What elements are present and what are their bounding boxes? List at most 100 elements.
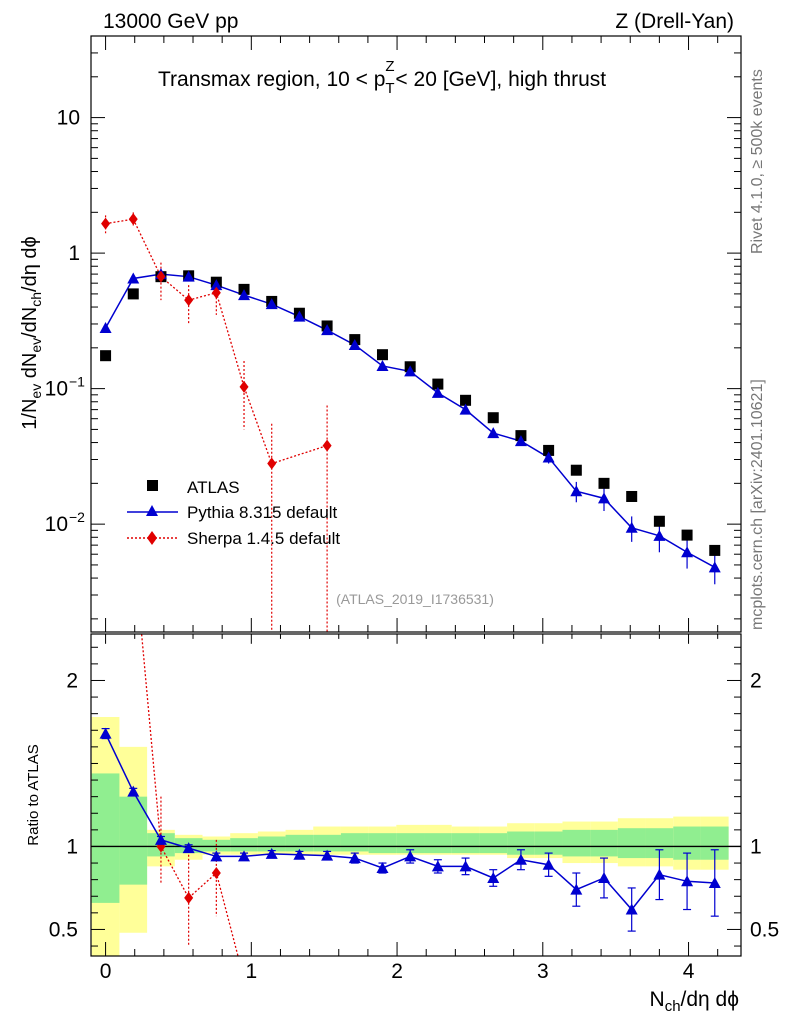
title-sub: T: [385, 80, 394, 97]
y-axis-label-main: 1/Nev dNev/dNch/dη dϕ: [19, 236, 44, 429]
y-tick-label-ratio-right: 0.5: [750, 918, 779, 941]
ylabel-part: /dη dϕ: [19, 236, 41, 292]
sherpa-point: [184, 294, 194, 307]
pythia-ratio-point: [154, 833, 167, 845]
pythia-point: [404, 365, 417, 377]
pythia-point: [487, 427, 500, 439]
pythia-point: [681, 546, 694, 558]
band-inner-bin: [451, 833, 480, 854]
y-tick-label-main: 10: [57, 107, 80, 130]
y-tick-label-ratio: 1: [66, 835, 78, 858]
pythia-point: [293, 310, 306, 322]
band-inner-bin: [230, 838, 258, 852]
x-tick-label: 1: [245, 960, 257, 983]
pythia-point: [431, 386, 444, 398]
pythia-line: [104, 273, 716, 569]
legend-atlas-marker: [147, 480, 158, 491]
pythia-point: [265, 298, 278, 310]
atlas-point: [487, 412, 499, 424]
y-tick-label-ratio-right: 1: [750, 835, 762, 858]
atlas-point: [570, 464, 582, 476]
ylabel-sub: ev: [28, 384, 44, 399]
band-inner-bin: [562, 829, 591, 857]
ratio-plot-layer: [91, 634, 741, 956]
atlas-point: [543, 444, 555, 456]
y-tick-label-ratio-right: 2: [750, 669, 762, 692]
legend-pythia-marker: [146, 505, 158, 516]
pythia-ratio-point: [459, 860, 472, 872]
svg-text:Transmax region, 10 < p: Transmax region, 10 < p: [158, 68, 385, 91]
pythia-ratio-point: [321, 849, 334, 861]
band-inner-bin: [119, 796, 148, 885]
pythia-ratio-point: [625, 903, 638, 915]
xlabel-sub: ch: [665, 998, 681, 1015]
pythia-point: [570, 485, 583, 497]
pythia-ratio-point: [210, 850, 223, 862]
title-post: < 20 [GeV], high thrust: [395, 68, 606, 91]
legend-sherpa-marker: [147, 531, 157, 545]
atlas-point: [681, 529, 693, 541]
sherpa-point: [322, 439, 332, 452]
pythia-point: [542, 451, 555, 463]
sherpa-point: [239, 380, 249, 393]
atlas-point: [653, 515, 665, 527]
band-inner-bin: [617, 828, 646, 859]
ratio-uncertainty-bands: [91, 716, 729, 956]
x-tick-label: 4: [683, 960, 695, 983]
y-tick-label-main: 10: [45, 378, 68, 401]
ylabel-sub: ch: [28, 292, 44, 307]
y-tick-label-ratio: 0.5: [49, 918, 78, 941]
pythia-ratio-point: [487, 871, 500, 883]
pythia-ratio-point: [265, 847, 278, 859]
band-inner-bin: [424, 833, 452, 854]
pythia-ratio-point: [431, 860, 444, 872]
pythia-point: [708, 561, 721, 573]
pythia-point: [376, 359, 389, 371]
pythia-ratio-point: [708, 876, 721, 888]
x-tick-label: 2: [391, 960, 403, 983]
sherpa-point: [267, 457, 277, 470]
band-inner-bin: [590, 829, 618, 857]
xlabel-part: /dη dϕ: [681, 988, 739, 1011]
pythia-point: [514, 435, 527, 447]
header-left: 13000 GeV pp: [103, 10, 238, 33]
title-sup: Z: [385, 58, 394, 75]
atlas-point: [432, 378, 444, 390]
y-tick-label-exp: −1: [69, 374, 85, 390]
pythia-point: [127, 272, 140, 284]
pythia-ratio-point: [681, 875, 694, 887]
side-label-mcplots: mcplots.cern.ch [arXiv:2401.10621]: [749, 379, 766, 630]
band-inner-bin: [479, 833, 508, 854]
x-tick-label: 0: [100, 960, 112, 983]
title-pre: Transmax region, 10 < p: [158, 68, 385, 91]
sherpa-ratio-point: [184, 891, 194, 904]
legend-sherpa-label: Sherpa 1.4.5 default: [187, 529, 340, 548]
x-axis-label: Nch/dη dϕ: [650, 988, 739, 1015]
atlas-point: [460, 394, 472, 406]
plot-title: Transmax region, 10 < p Z T < 20 [GeV], …: [158, 58, 606, 97]
sherpa-line: [105, 218, 328, 465]
pythia-ratio-point: [182, 842, 195, 854]
pythia-point: [459, 403, 472, 415]
band-inner-bin: [507, 831, 535, 855]
pythia-point: [238, 289, 251, 301]
xlabel-part: N: [650, 988, 665, 1011]
atlas-point: [709, 544, 721, 556]
pythia-ratio-point: [653, 868, 666, 880]
atlas-point: [598, 477, 610, 489]
pythia-point: [182, 270, 195, 282]
sherpa-point: [101, 217, 111, 230]
pythia-ratio-point: [348, 852, 361, 864]
band-inner-bin: [368, 833, 397, 854]
pythia-point: [321, 324, 334, 336]
pythia-ratio-point: [293, 848, 306, 860]
pythia-ratio-point: [238, 850, 251, 862]
legend: ATLAS Pythia 8.315 default Sherpa 1.4.5 …: [127, 478, 340, 548]
sherpa-point: [156, 270, 166, 283]
ratio-plot-frame: [90, 633, 742, 957]
legend-atlas-label: ATLAS: [187, 478, 240, 497]
band-inner-bin: [313, 834, 341, 852]
band-inner-bin: [285, 834, 314, 852]
atlas-point: [127, 288, 139, 300]
